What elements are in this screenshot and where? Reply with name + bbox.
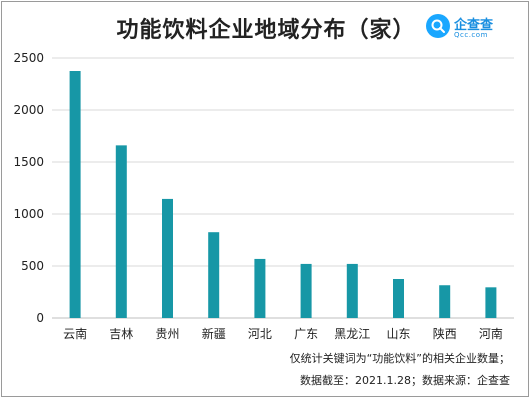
- footnote-source: 数据截至：2021.1.28；数据来源：企查查: [300, 374, 510, 387]
- brand-url: Qcc.com: [454, 31, 488, 39]
- brand-name: 企查查: [454, 18, 494, 33]
- y-tick-label: 1000: [13, 207, 44, 221]
- x-tick-label: 河南: [479, 326, 503, 341]
- brand-logo: 企查查 Qcc.com: [426, 12, 516, 46]
- bar: [208, 232, 220, 318]
- bar: [393, 279, 404, 318]
- bar: [254, 258, 266, 318]
- x-tick-label: 云南: [63, 326, 87, 341]
- y-tick-label: 0: [36, 311, 44, 325]
- x-tick-label: 新疆: [202, 326, 226, 341]
- x-tick-label: 广东: [294, 327, 318, 341]
- bar: [162, 198, 173, 318]
- chart-title: 功能饮料企业地域分布（家）: [116, 18, 416, 43]
- bar: [346, 263, 358, 318]
- y-tick-label: 500: [21, 259, 44, 273]
- bar: [300, 263, 312, 318]
- x-tick-label: 山东: [386, 327, 410, 341]
- y-tick-label: 2500: [13, 51, 44, 65]
- bar: [69, 71, 81, 318]
- y-tick-label: 1500: [13, 155, 44, 169]
- x-tick-label: 贵州: [155, 327, 179, 341]
- x-tick-label: 吉林: [109, 327, 133, 341]
- footnote-scope: 仅统计关键词为“功能饮料”的相关企业数量；: [289, 352, 510, 365]
- x-tick-label: 河北: [248, 327, 272, 341]
- bar: [115, 145, 127, 318]
- x-tick-label: 黑龙江: [334, 327, 370, 341]
- bar: [439, 285, 451, 318]
- x-tick-label: 陕西: [433, 326, 457, 341]
- y-tick-label: 2000: [13, 103, 44, 117]
- brand-icon: [426, 14, 450, 38]
- bar: [485, 287, 497, 318]
